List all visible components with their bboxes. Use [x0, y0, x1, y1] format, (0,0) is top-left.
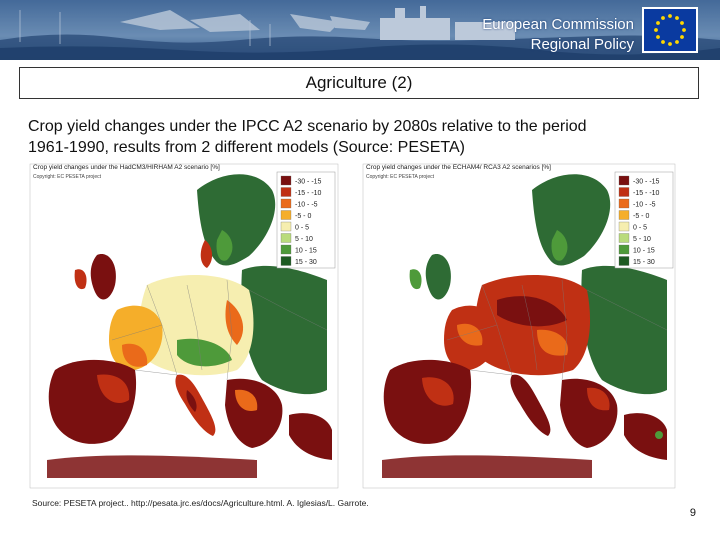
legend-swatch-right — [618, 187, 630, 197]
region-scandinavia-left — [197, 174, 276, 266]
legend-label-left: 5 - 10 — [295, 236, 313, 243]
legend-swatch-right — [618, 233, 630, 243]
map-title-left: Crop yield changes under the HadCM3/HIRH… — [33, 164, 220, 171]
legend-right: -30 - -15 -15 - -10 -10 - -5 -5 - 0 0 - 5 5 -… — [614, 171, 674, 269]
page-number: 9 — [689, 507, 696, 519]
legend-swatch-left — [280, 233, 292, 243]
legend-label-left: -30 - -15 — [295, 179, 322, 186]
legend-label-right: 0 - 5 — [633, 225, 647, 232]
caption-line-1: Crop yield changes under the IPCC A2 sce… — [28, 118, 587, 135]
legend-swatch-right — [618, 256, 630, 266]
harbour-photo — [0, 0, 720, 60]
legend-label-right: -30 - -15 — [633, 179, 660, 186]
legend-swatch-left — [280, 244, 292, 255]
legend-swatch-right — [618, 210, 630, 220]
legend-label-left: 10 - 15 — [295, 248, 317, 255]
region-iberia-right — [383, 359, 472, 444]
legend-label-left: 15 - 30 — [295, 259, 317, 266]
department-name: Regional Policy — [530, 36, 634, 53]
map-copyright-right: Copyright: EC PESETA project — [366, 174, 435, 180]
region-scandinavia-right — [532, 174, 611, 266]
region-uk-left — [90, 254, 116, 300]
legend-swatch-left — [280, 256, 292, 266]
legend-swatch-right — [618, 198, 630, 209]
legend-swatch-left — [280, 210, 292, 220]
legend-label-right: -5 - 0 — [633, 213, 649, 220]
legend-swatch-left — [280, 187, 292, 197]
map-echam4: Crop yield changes under the ECHAM4/ RCA… — [362, 163, 676, 489]
legend-label-left: -5 - 0 — [295, 213, 311, 220]
legend-label-left: 0 - 5 — [295, 225, 309, 232]
source-citation: Source: PESETA project.. http://pesata.j… — [32, 498, 369, 508]
legend-swatch-right — [618, 221, 630, 232]
legend-label-left: -15 - -10 — [295, 190, 322, 197]
legend-label-right: -15 - -10 — [633, 190, 660, 197]
region-east-left — [241, 265, 327, 395]
eu-flag-icon — [642, 7, 698, 53]
region-uk-right — [425, 254, 451, 300]
legend-swatch-left — [280, 221, 292, 232]
region-france-left — [109, 305, 163, 371]
header-banner: European Commission Regional Policy — [0, 0, 720, 60]
legend-swatch-left — [280, 198, 292, 209]
legend-label-right: -10 - -5 — [633, 202, 656, 209]
legend-left: -30 - -15 -15 - -10 -10 - -5 -5 - 0 0 - 5 5 -… — [276, 171, 336, 269]
region-italy-right — [510, 374, 551, 436]
map-hadcm3: Crop yield changes under the HadCM3/HIRH… — [29, 163, 339, 489]
legend-swatch-left — [280, 175, 292, 186]
legend-label-right: 5 - 10 — [633, 236, 651, 243]
organization-name: European Commission — [482, 16, 634, 33]
eu-stars — [654, 14, 686, 46]
legend-swatch-right — [618, 244, 630, 255]
map-title-right: Crop yield changes under the ECHAM4/ RCA… — [366, 164, 551, 171]
slide-caption: Crop yield changes under the IPCC A2 sce… — [28, 116, 678, 158]
caption-line-2: 1961-1990, results from 2 different mode… — [28, 139, 465, 156]
legend-label-right: 10 - 15 — [633, 248, 655, 255]
slide-title: Agriculture (2) — [19, 67, 699, 99]
crop-yield-maps-figure: Crop yield changes under the HadCM3/HIRH… — [27, 160, 680, 512]
legend-label-left: -10 - -5 — [295, 202, 318, 209]
legend-label-right: 15 - 30 — [633, 259, 655, 266]
map-copyright-left: Copyright: EC PESETA project — [33, 174, 102, 180]
legend-swatch-right — [618, 175, 630, 186]
